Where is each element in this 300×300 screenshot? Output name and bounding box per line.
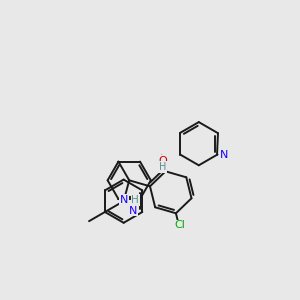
Text: N: N [220,149,228,160]
Text: N: N [129,206,137,216]
Text: O: O [158,156,167,166]
Text: Cl: Cl [174,220,185,230]
Text: N: N [120,195,128,205]
Text: H: H [159,162,166,172]
Text: H: H [131,195,139,205]
